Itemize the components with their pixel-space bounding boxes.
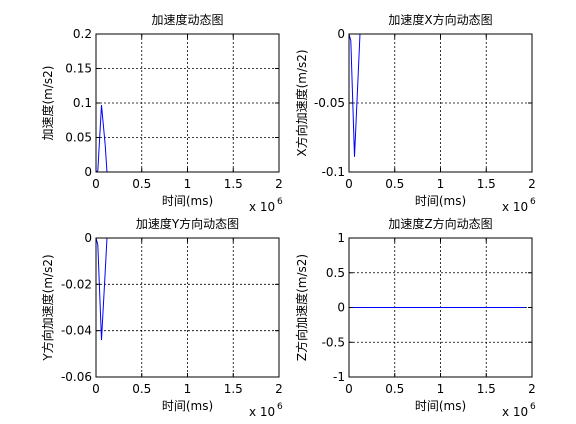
x-tick-label: 0 [345, 177, 353, 191]
chart-title: 加速度Z方向动态图 [388, 216, 492, 231]
y-tick-label: -0.05 [314, 96, 345, 110]
x-exponent-label: x 10 [502, 405, 528, 419]
y-tick-label: 0.5 [326, 266, 345, 280]
y-tick-label: -1 [333, 370, 345, 384]
y-tick-label: 0.15 [65, 62, 92, 76]
x-tick-label: 1.5 [477, 382, 496, 396]
x-tick-label: 0.5 [132, 382, 151, 396]
x-exponent-label: x 10 [249, 200, 275, 214]
y-tick-label: 0.2 [73, 27, 92, 41]
x-tick-label: 1 [437, 382, 445, 396]
x-axis-label: 时间(ms) [415, 194, 466, 208]
x-tick-label: 0 [92, 177, 100, 191]
y-tick-label: 0 [337, 301, 345, 315]
y-axis-label: Y方向加速度(m/s2) [40, 254, 55, 361]
x-exponent-label: x 10 [502, 200, 528, 214]
x-axis-label: 时间(ms) [162, 399, 213, 413]
y-tick-label: -0.5 [322, 335, 345, 349]
x-tick-label: 2 [528, 382, 536, 396]
x-tick-label: 1.5 [224, 177, 243, 191]
x-tick-label: 1.5 [224, 382, 243, 396]
x-exponent-power: 6 [530, 402, 536, 412]
x-tick-label: 0 [92, 382, 100, 396]
y-tick-label: -0.1 [322, 165, 345, 179]
x-tick-label: 2 [275, 177, 283, 191]
y-tick-label: -0.06 [61, 370, 92, 384]
y-tick-label: 0 [84, 231, 92, 245]
x-tick-label: 0.5 [132, 177, 151, 191]
x-tick-label: 2 [528, 177, 536, 191]
x-axis-label: 时间(ms) [162, 194, 213, 208]
y-tick-label: 0.05 [65, 131, 92, 145]
x-tick-label: 0.5 [385, 177, 404, 191]
x-tick-label: 0 [345, 382, 353, 396]
x-exponent-power: 6 [530, 197, 536, 207]
x-tick-label: 1.5 [477, 177, 496, 191]
y-tick-label: 1 [337, 231, 345, 245]
y-tick-label: -0.04 [61, 324, 92, 338]
chart-title: 加速度Y方向动态图 [136, 216, 239, 231]
y-tick-label: -0.02 [61, 277, 92, 291]
y-tick-label: 0 [84, 165, 92, 179]
y-axis-label: X方向加速度(m/s2) [294, 49, 309, 156]
x-tick-label: 1 [184, 382, 192, 396]
x-exponent-power: 6 [277, 197, 283, 207]
x-tick-label: 0.5 [385, 382, 404, 396]
y-tick-label: 0 [337, 27, 345, 41]
x-tick-label: 1 [437, 177, 445, 191]
x-exponent-label: x 10 [249, 405, 275, 419]
x-axis-label: 时间(ms) [415, 399, 466, 413]
chart-title: 加速度X方向动态图 [388, 12, 492, 27]
y-tick-label: 0.1 [73, 96, 92, 110]
x-exponent-power: 6 [277, 402, 283, 412]
x-tick-label: 2 [275, 382, 283, 396]
y-axis-label: Z方向加速度(m/s2) [294, 254, 309, 361]
y-axis-label: 加速度(m/s2) [40, 66, 55, 141]
subplot-3: 0 0.5 1 1.5 2 -0.06 -0.04 -0.02 0 加速度Y方向动态图时间(ms)… [40, 216, 283, 419]
chart-title: 加速度动态图 [151, 12, 223, 27]
x-tick-label: 1 [184, 177, 192, 191]
